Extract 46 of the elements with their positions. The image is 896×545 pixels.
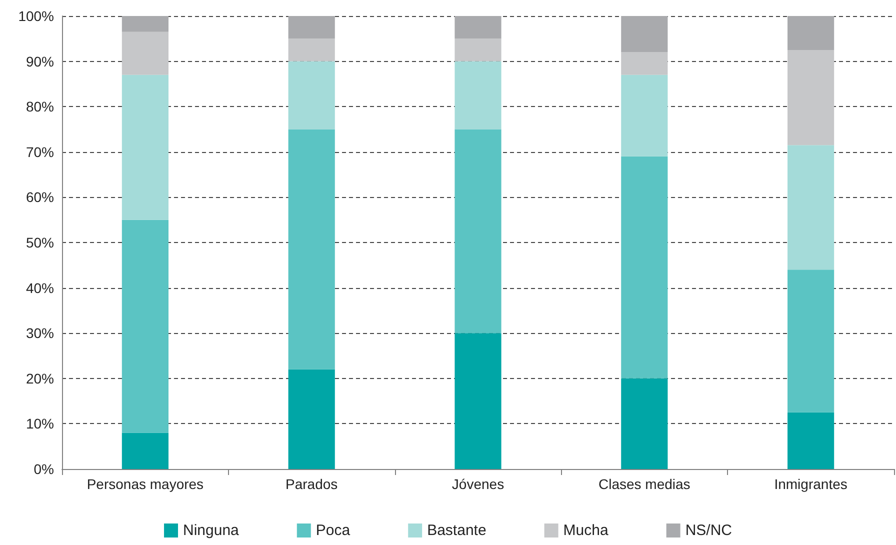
x-tick-label: Personas mayores xyxy=(86,476,204,492)
bar xyxy=(454,38,502,62)
y-tick-label: 80% xyxy=(26,98,54,115)
legend-label: Ninguna xyxy=(183,522,240,539)
y-tick-label: 70% xyxy=(26,144,54,160)
bar xyxy=(122,16,168,32)
bar xyxy=(621,52,668,75)
x-tick-label: Inmigrantes xyxy=(774,476,848,492)
legend-label: Poca xyxy=(316,522,351,539)
bar xyxy=(288,129,335,370)
bar xyxy=(454,61,502,130)
bar xyxy=(621,74,668,156)
bar xyxy=(621,16,668,52)
legend-label: Bastante xyxy=(427,522,486,539)
bar xyxy=(288,61,335,130)
legend-label: NS/NC xyxy=(685,522,732,539)
bar xyxy=(788,412,834,469)
y-tick-label: 20% xyxy=(26,370,54,386)
bar xyxy=(788,16,834,50)
bar xyxy=(621,378,668,469)
bar xyxy=(122,220,168,433)
x-tick-label: Jóvenes xyxy=(452,476,504,492)
y-tick-label: 100% xyxy=(18,8,54,24)
y-tick-label: 10% xyxy=(26,416,54,432)
y-tick-label: 50% xyxy=(26,234,54,250)
y-tick-label: 0% xyxy=(34,461,54,477)
y-tick-label: 60% xyxy=(26,189,54,206)
x-tick-label: Clases medias xyxy=(598,476,690,492)
bar xyxy=(288,16,335,39)
bar xyxy=(122,32,168,75)
bar xyxy=(454,16,502,39)
x-tick-label: Parados xyxy=(286,476,338,492)
bar xyxy=(454,333,502,469)
y-tick-label: 30% xyxy=(26,325,54,342)
bar xyxy=(788,145,834,270)
bar xyxy=(454,129,502,334)
bar xyxy=(621,156,668,378)
bar xyxy=(788,270,834,412)
bar xyxy=(122,432,168,469)
legend-label: Mucha xyxy=(563,522,609,539)
bar xyxy=(788,50,834,146)
bar xyxy=(288,38,335,62)
y-tick-label: 40% xyxy=(26,280,54,296)
bar xyxy=(122,74,168,220)
bar xyxy=(288,369,335,469)
y-tick-label: 90% xyxy=(26,53,54,70)
